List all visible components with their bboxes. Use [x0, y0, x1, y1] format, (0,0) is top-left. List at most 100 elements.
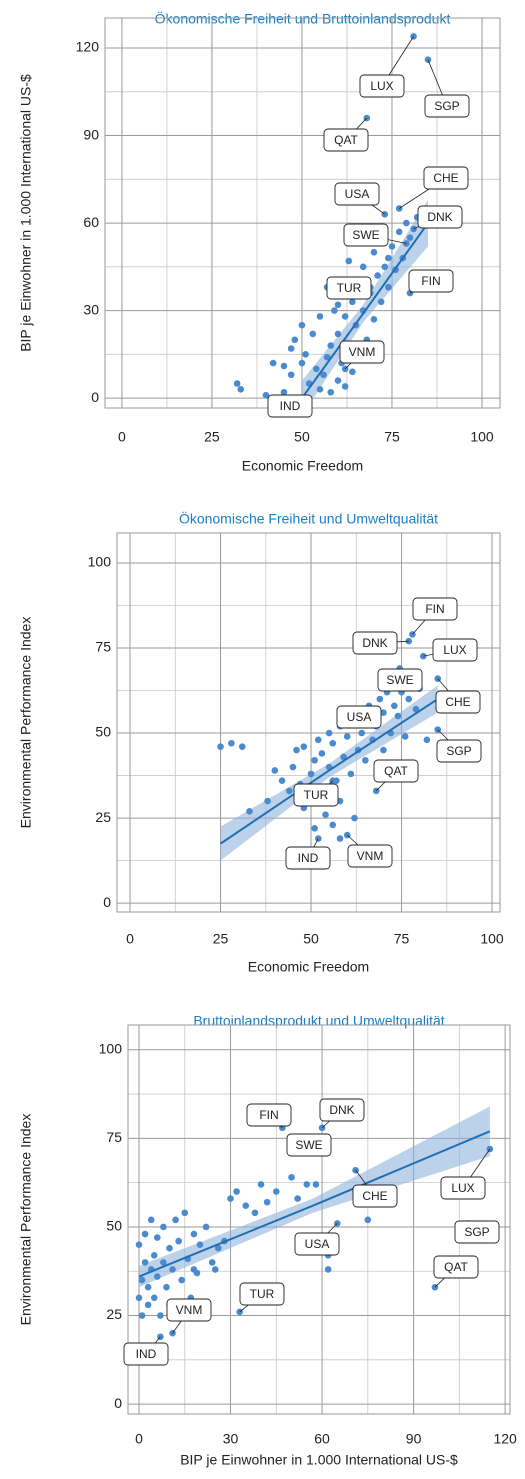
- data-point: [160, 1224, 167, 1231]
- data-point: [145, 1302, 152, 1309]
- point-label: TUR: [337, 281, 362, 295]
- point-label: LUX: [451, 1181, 474, 1195]
- point-label: FIN: [421, 274, 440, 288]
- data-point: [349, 299, 356, 306]
- data-point: [309, 331, 316, 338]
- x-tick-label: 90: [406, 1431, 422, 1447]
- x-tick-label: 50: [294, 429, 310, 445]
- data-point: [234, 380, 241, 387]
- plot-frame: [128, 1025, 510, 1414]
- data-point: [288, 1174, 295, 1181]
- point-label: QAT: [334, 133, 358, 147]
- point-label: DNK: [427, 210, 452, 224]
- data-point: [139, 1312, 146, 1319]
- chart-title: Bruttoinlandsprodukt und Umweltqualität: [193, 1013, 444, 1029]
- data-point: [212, 1266, 219, 1273]
- data-point: [181, 1209, 188, 1216]
- y-tick-label: 0: [114, 1395, 122, 1411]
- data-point: [228, 740, 235, 747]
- x-axis-label: BIP je Einwohner in 1.000 International …: [180, 1452, 458, 1468]
- y-tick-label: 0: [103, 894, 111, 910]
- data-point: [239, 743, 246, 750]
- data-point: [142, 1231, 149, 1238]
- data-point: [329, 740, 336, 747]
- y-tick-label: 30: [83, 301, 99, 317]
- data-point: [313, 366, 320, 373]
- data-point: [311, 757, 318, 764]
- data-point: [424, 737, 431, 744]
- data-point: [270, 360, 277, 367]
- data-point: [317, 313, 324, 320]
- x-axis-label: Economic Freedom: [242, 458, 363, 474]
- data-point: [371, 249, 378, 256]
- data-point: [351, 815, 358, 822]
- data-point: [327, 389, 334, 396]
- data-point: [403, 220, 410, 227]
- data-point: [396, 229, 403, 236]
- point-label: CHE: [433, 171, 458, 185]
- data-point: [293, 747, 300, 754]
- data-point: [378, 299, 385, 306]
- data-point: [360, 264, 367, 271]
- x-tick-label: 25: [204, 429, 220, 445]
- data-point: [319, 750, 326, 757]
- y-tick-label: 25: [106, 1306, 122, 1322]
- data-point: [335, 377, 342, 384]
- point-label: SGP: [464, 1225, 489, 1239]
- data-point: [405, 696, 412, 703]
- data-point: [331, 307, 338, 314]
- point-label: USA: [345, 187, 370, 201]
- point-label: USA: [305, 1237, 330, 1251]
- data-point: [315, 737, 322, 744]
- data-point: [362, 757, 369, 764]
- y-tick-label: 90: [83, 126, 99, 142]
- data-point: [365, 1217, 372, 1224]
- y-axis-label: Environmental Performance Index: [18, 1114, 34, 1326]
- data-point: [385, 255, 392, 262]
- data-point: [407, 234, 414, 241]
- x-tick-label: 75: [394, 931, 410, 947]
- data-point: [151, 1294, 158, 1301]
- data-point: [139, 1277, 146, 1284]
- data-point: [237, 386, 244, 393]
- x-tick-label: 120: [493, 1431, 517, 1447]
- data-point: [308, 771, 315, 778]
- data-point: [487, 1146, 494, 1153]
- point-label: DNK: [329, 1103, 354, 1117]
- y-tick-label: 75: [106, 1129, 122, 1145]
- y-tick-label: 50: [95, 724, 111, 740]
- data-point: [377, 696, 384, 703]
- data-point: [352, 1167, 359, 1174]
- point-label: IND: [136, 1347, 157, 1361]
- data-point: [371, 316, 378, 323]
- x-tick-label: 30: [223, 1431, 239, 1447]
- data-point: [166, 1245, 173, 1252]
- point-label: FIN: [259, 1108, 278, 1122]
- x-tick-label: 50: [303, 931, 319, 947]
- data-point: [136, 1294, 143, 1301]
- data-point: [326, 730, 333, 737]
- data-point: [402, 733, 409, 740]
- data-point: [136, 1241, 143, 1248]
- scatter-panel: Bruttoinlandsprodukt und Umweltqualität 0…: [18, 1013, 517, 1468]
- y-tick-label: 50: [106, 1218, 122, 1234]
- point-label: SWE: [295, 1138, 322, 1152]
- point-label: VNM: [349, 345, 376, 359]
- data-point: [325, 1266, 332, 1273]
- point-label: SWE: [352, 228, 379, 242]
- data-point: [246, 808, 253, 815]
- data-point: [313, 1181, 320, 1188]
- y-tick-label: 60: [83, 214, 99, 230]
- data-point: [175, 1238, 182, 1245]
- data-point: [335, 331, 342, 338]
- data-point: [281, 363, 288, 370]
- data-point: [286, 788, 293, 795]
- point-label: QAT: [384, 764, 408, 778]
- data-point: [389, 243, 396, 250]
- data-point: [203, 1224, 210, 1231]
- data-point: [197, 1241, 204, 1248]
- point-label: VNM: [357, 849, 384, 863]
- x-tick-label: 25: [213, 931, 229, 947]
- data-point: [217, 743, 224, 750]
